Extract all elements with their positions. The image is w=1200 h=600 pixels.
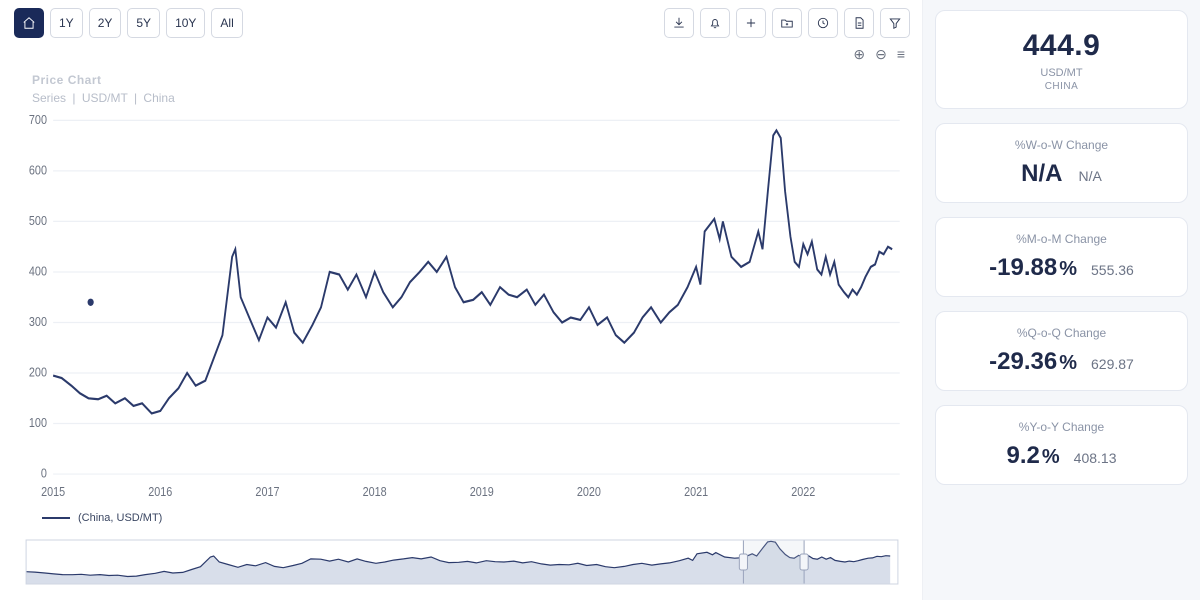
add-button[interactable] bbox=[736, 8, 766, 38]
clock-icon bbox=[816, 16, 830, 30]
svg-text:700: 700 bbox=[29, 113, 47, 127]
folder-button[interactable] bbox=[772, 8, 802, 38]
document-icon bbox=[852, 16, 866, 30]
toolbar-right bbox=[664, 8, 910, 38]
chart-header: Price Chart Series | USD/MT | China bbox=[14, 67, 910, 113]
svg-text:2015: 2015 bbox=[41, 484, 65, 499]
price-value: 444.9 bbox=[946, 29, 1177, 63]
zoom-in-icon[interactable]: ⊕ bbox=[853, 46, 865, 63]
legend-label: (China, USD/MT) bbox=[78, 512, 162, 524]
range-1y[interactable]: 1Y bbox=[50, 8, 83, 38]
svg-text:2021: 2021 bbox=[684, 484, 708, 499]
svg-text:2017: 2017 bbox=[255, 484, 279, 499]
svg-text:2018: 2018 bbox=[363, 484, 387, 499]
alert-button[interactable] bbox=[700, 8, 730, 38]
svg-text:300: 300 bbox=[29, 314, 47, 329]
svg-text:100: 100 bbox=[29, 415, 47, 430]
report-button[interactable] bbox=[844, 8, 874, 38]
toolbar-left: 1Y 2Y 5Y 10Y All bbox=[14, 8, 243, 38]
wow-change-card: %W-o-W Change N/A N/A bbox=[935, 123, 1188, 203]
svg-text:0: 0 bbox=[41, 466, 47, 481]
funnel-icon bbox=[888, 16, 902, 30]
chart-title: Price Chart bbox=[32, 71, 910, 89]
qoq-change-card: %Q-o-Q Change -29.36% 629.87 bbox=[935, 311, 1188, 391]
main-chart[interactable]: 0 100 200 300 400 500 600 700 2015 2016 2017 2018 20… bbox=[14, 113, 910, 506]
download-icon bbox=[672, 16, 686, 30]
history-button[interactable] bbox=[808, 8, 838, 38]
chart-legend: (China, USD/MT) bbox=[14, 506, 910, 534]
main-panel: 1Y 2Y 5Y 10Y All ⊕ ⊖ ≡ Price Chart Serie… bbox=[0, 0, 922, 600]
chart-toolbar: 1Y 2Y 5Y 10Y All bbox=[14, 8, 910, 38]
svg-text:600: 600 bbox=[29, 163, 47, 178]
range-5y[interactable]: 5Y bbox=[127, 8, 160, 38]
range-10y[interactable]: 10Y bbox=[166, 8, 205, 38]
chart-subtitle: Series | USD/MT | China bbox=[32, 89, 910, 107]
mom-change-card: %M-o-M Change -19.88% 555.36 bbox=[935, 217, 1188, 297]
menu-icon[interactable]: ≡ bbox=[897, 46, 904, 63]
svg-text:500: 500 bbox=[29, 213, 47, 228]
bell-icon bbox=[708, 16, 722, 30]
home-button[interactable] bbox=[14, 8, 44, 38]
plus-icon bbox=[744, 16, 758, 30]
stats-sidebar: 444.9 USD/MT CHINA %W-o-W Change N/A N/A… bbox=[922, 0, 1200, 600]
yoy-change-card: %Y-o-Y Change 9.2% 408.13 bbox=[935, 405, 1188, 485]
chart-sub-toolbar: ⊕ ⊖ ≡ bbox=[14, 44, 910, 67]
svg-text:2016: 2016 bbox=[148, 484, 172, 499]
current-price-card: 444.9 USD/MT CHINA bbox=[935, 10, 1188, 109]
range-all[interactable]: All bbox=[211, 8, 242, 38]
svg-text:200: 200 bbox=[29, 365, 47, 380]
chart-wrap: 0 100 200 300 400 500 600 700 2015 2016 2017 2018 20… bbox=[14, 113, 910, 592]
home-icon bbox=[22, 16, 36, 30]
zoom-out-icon[interactable]: ⊖ bbox=[875, 46, 887, 63]
range-2y[interactable]: 2Y bbox=[89, 8, 122, 38]
svg-text:2020: 2020 bbox=[577, 484, 601, 499]
download-button[interactable] bbox=[664, 8, 694, 38]
price-unit: USD/MT bbox=[946, 67, 1177, 79]
folder-plus-icon bbox=[780, 16, 794, 30]
filter-button[interactable] bbox=[880, 8, 910, 38]
svg-text:400: 400 bbox=[29, 264, 47, 279]
price-region: CHINA bbox=[946, 81, 1177, 92]
range-selector[interactable] bbox=[20, 534, 904, 590]
legend-swatch bbox=[42, 517, 70, 519]
svg-text:2019: 2019 bbox=[470, 484, 494, 499]
svg-text:2022: 2022 bbox=[791, 484, 815, 499]
